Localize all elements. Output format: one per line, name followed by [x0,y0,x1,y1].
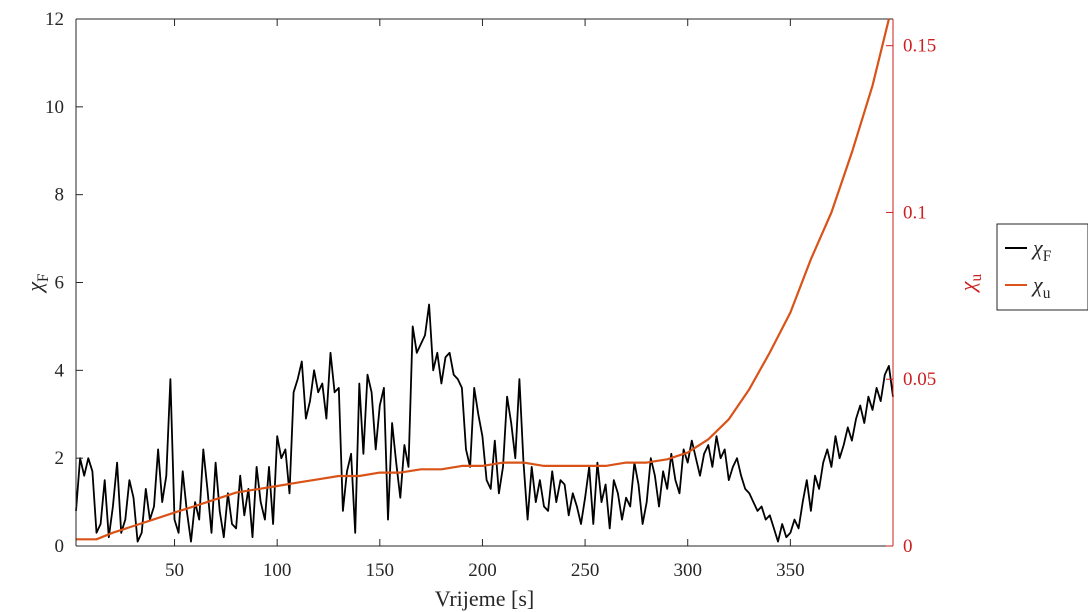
plot-area [75,18,894,547]
y-right-axis-label: χu [955,274,985,294]
y-tick-label: 6 [55,273,65,294]
x-tick-label: 350 [776,560,805,581]
right-axis: 0 0.05 0.1 0.15 χu [886,19,985,557]
x-tick-label: 250 [571,560,600,581]
y-right-tick-label: 0.15 [903,36,936,57]
y-tick-label: 2 [55,448,65,469]
y-right-tick-label: 0.05 [903,369,936,390]
y-tick-label: 10 [45,97,64,118]
y-tick-label: 8 [55,185,65,206]
x-tick-label: 300 [673,560,702,581]
legend-entry: χu [1031,272,1051,302]
series-line-1 [75,303,894,543]
legend-box [996,223,1088,311]
series-line-2 [76,18,890,541]
y-axis-label: χF [22,273,52,293]
legend-entry: χF [1031,235,1051,265]
x-axis-label: Vrijeme [s] [435,586,534,611]
y-tick-label: 12 [45,9,64,30]
x-tick-label: 150 [366,560,395,581]
y-tick-label: 4 [55,360,65,381]
left-axis: 0 2 4 6 8 10 12 χF [22,9,83,557]
x-tick-label: 200 [468,560,497,581]
x-axis: 50 100 150 200 250 300 350 Vrijeme [s] [165,19,805,611]
y-right-tick-label: 0.1 [903,202,927,223]
x-tick-label: 100 [263,560,292,581]
x-tick-label: 50 [165,560,184,581]
legend: χF χu [996,223,1088,311]
y-tick-label: 0 [55,536,65,557]
y-right-tick-label: 0 [903,536,913,557]
